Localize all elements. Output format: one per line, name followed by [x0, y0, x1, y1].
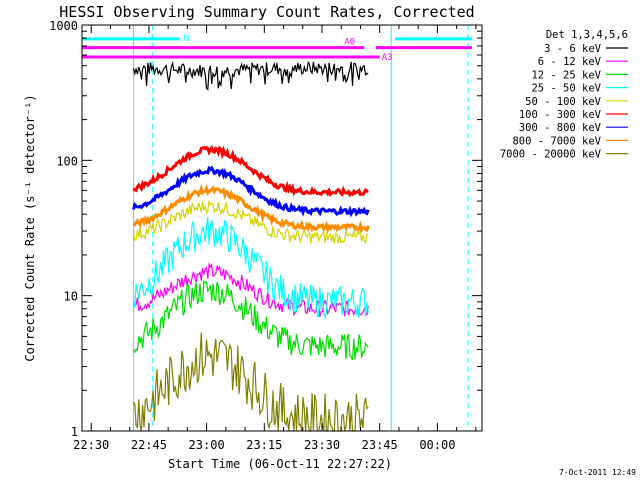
legend-label-4: 50 - 100 keV — [525, 96, 602, 108]
x-tick-label-0: 22:30 — [73, 438, 109, 452]
series-line-2 — [132, 280, 369, 361]
y-tick-label-3: 1000 — [49, 19, 78, 33]
series-line-3 — [132, 216, 369, 320]
legend-label-6: 300 - 800 keV — [519, 122, 602, 134]
x-tick-label-1: 22:45 — [131, 438, 167, 452]
x-tick-label-6: 00:00 — [419, 438, 455, 452]
legend-label-2: 12 - 25 keV — [531, 69, 601, 81]
y-axis: 1 10 100 1000 — [49, 19, 482, 439]
attenuator-label-1: A0 — [344, 38, 355, 48]
legend-label-7: 800 - 7000 keV — [512, 135, 601, 147]
series-line-1 — [133, 262, 369, 317]
x-tick-label-5: 23:45 — [362, 438, 398, 452]
legend-label-1: 6 - 12 keV — [538, 56, 602, 68]
series-line-0 — [132, 60, 369, 91]
y-tick-label-2: 100 — [56, 154, 78, 168]
series-line-4 — [132, 199, 369, 245]
legend-label-8: 7000 - 20000 keV — [500, 149, 602, 161]
attenuator-label-2: A3 — [382, 53, 393, 63]
x-tick-label-4: 23:30 — [304, 438, 340, 452]
plot-frame — [81, 24, 483, 432]
x-axis-label: Start Time (06-Oct-11 22:27:22) — [168, 457, 392, 471]
y-tick-label-0: 1 — [71, 425, 78, 439]
x-tick-label-3: 23:15 — [246, 438, 282, 452]
attenuator-label-0: N — [184, 34, 189, 44]
series-line-6 — [132, 165, 370, 218]
legend-label-0: 3 - 6 keV — [544, 43, 602, 55]
series-line-5 — [132, 144, 369, 198]
x-axis: 22:30 22:45 23:00 23:15 23:30 23:45 00:00 — [73, 25, 477, 452]
legend-label-3: 25 - 50 keV — [531, 83, 601, 95]
plot-area: N A0 A3 — [82, 25, 472, 432]
x-tick-label-2: 23:00 — [189, 438, 225, 452]
series-line-8 — [133, 332, 369, 432]
y-axis-label: Corrected Count Rate (s⁻¹ detector⁻¹) — [23, 94, 37, 361]
y-tick-label-1: 10 — [64, 290, 78, 304]
legend-label-5: 100 - 300 keV — [519, 109, 602, 121]
series-line-7 — [132, 184, 370, 235]
chart-title: HESSI Observing Summary Count Rates, Cor… — [59, 3, 474, 21]
legend-title: Det 1,3,4,5,6 — [546, 29, 628, 41]
timestamp: 7-Oct-2011 12:49 — [559, 468, 636, 477]
